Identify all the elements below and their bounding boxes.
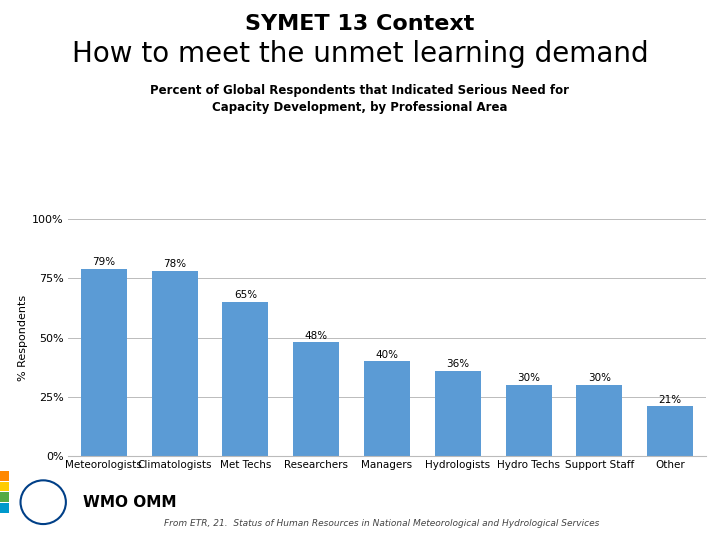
- Text: 65%: 65%: [234, 290, 257, 300]
- Text: 48%: 48%: [305, 330, 328, 341]
- Bar: [222, 302, 269, 456]
- Bar: [293, 342, 339, 456]
- Text: 40%: 40%: [376, 349, 398, 360]
- Text: 78%: 78%: [163, 259, 186, 269]
- Text: 30%: 30%: [517, 373, 540, 383]
- Text: 21%: 21%: [659, 395, 682, 405]
- Text: 36%: 36%: [446, 359, 469, 369]
- Bar: [505, 385, 552, 456]
- Bar: [81, 268, 127, 456]
- Bar: [364, 361, 410, 456]
- Bar: [435, 371, 481, 456]
- Text: From ETR, 21.  Status of Human Resources in National Meteorological and Hydrolog: From ETR, 21. Status of Human Resources …: [164, 519, 599, 528]
- Y-axis label: % Respondents: % Respondents: [18, 294, 28, 381]
- Bar: [152, 271, 197, 456]
- Text: 79%: 79%: [92, 257, 115, 267]
- Text: How to meet the unmet learning demand: How to meet the unmet learning demand: [72, 40, 648, 69]
- Bar: [577, 385, 622, 456]
- Text: SYMET 13 Context: SYMET 13 Context: [246, 14, 474, 33]
- Text: WMO OMM: WMO OMM: [83, 495, 176, 510]
- Bar: [647, 407, 693, 456]
- Text: Percent of Global Respondents that Indicated Serious Need for
Capacity Developme: Percent of Global Respondents that Indic…: [150, 84, 570, 114]
- Text: 30%: 30%: [588, 373, 611, 383]
